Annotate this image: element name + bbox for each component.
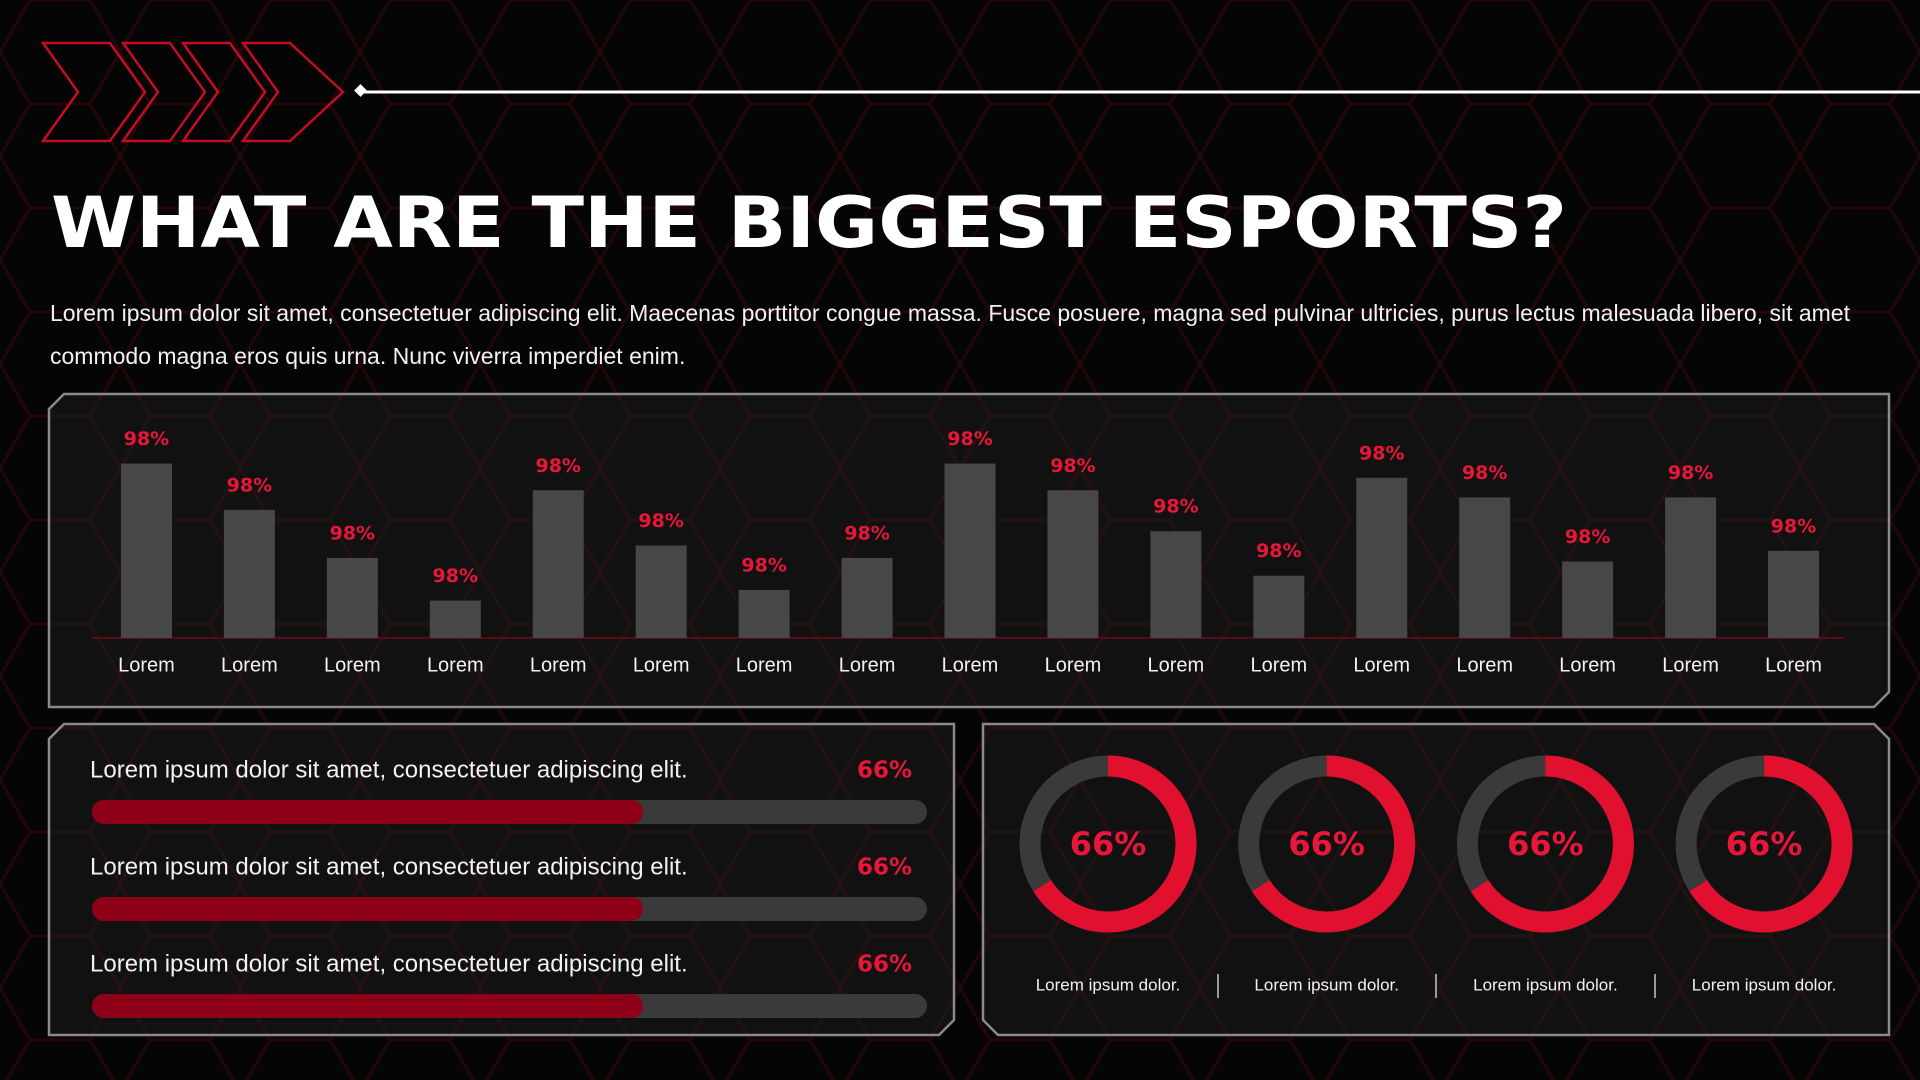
bar-value-label: 98% bbox=[741, 554, 786, 576]
bar bbox=[1768, 550, 1820, 638]
bar-value-label: 98% bbox=[1153, 496, 1198, 518]
bar-value-label: 98% bbox=[1462, 462, 1507, 484]
title: WHAT ARE THE BIGGEST ESPORTS? bbox=[51, 182, 1567, 264]
x-tick-label: Lorem bbox=[118, 654, 175, 676]
donut-value-label: 66% bbox=[1507, 825, 1584, 863]
donut-caption: Lorem ipsum dolor. bbox=[1254, 975, 1399, 994]
donut-arc bbox=[1689, 755, 1853, 933]
bar-value-label: 98% bbox=[1050, 455, 1095, 477]
paragraph: Lorem ipsum dolor sit amet, consectetuer… bbox=[50, 300, 1850, 369]
bar bbox=[223, 509, 275, 638]
donut-value-label: 66% bbox=[1070, 825, 1147, 863]
bar bbox=[944, 463, 996, 638]
bar bbox=[120, 463, 172, 638]
x-tick-label: Lorem bbox=[839, 654, 896, 676]
progress-label: Lorem ipsum dolor sit amet, consectetuer… bbox=[90, 756, 688, 783]
bar-value-label: 98% bbox=[1771, 515, 1816, 537]
bar bbox=[326, 557, 378, 638]
progress-value-label: 66% bbox=[857, 758, 912, 784]
bar-value-label: 98% bbox=[1359, 442, 1404, 464]
x-tick-label: Lorem bbox=[736, 654, 793, 676]
donut-arc bbox=[1470, 755, 1634, 933]
bar-value-label: 98% bbox=[1256, 540, 1301, 562]
bar-value-label: 98% bbox=[1565, 526, 1610, 548]
x-tick-label: Lorem bbox=[1456, 654, 1513, 676]
progress-value-label: 66% bbox=[857, 855, 912, 881]
bar bbox=[738, 589, 790, 638]
bar-value-label: 98% bbox=[1668, 462, 1713, 484]
x-tick-label: Lorem bbox=[1250, 654, 1307, 676]
donut-value-label: 66% bbox=[1726, 825, 1803, 863]
x-tick-label: Lorem bbox=[1765, 654, 1822, 676]
x-tick-label: Lorem bbox=[324, 654, 381, 676]
bar bbox=[1253, 575, 1305, 638]
x-tick-label: Lorem bbox=[1662, 654, 1719, 676]
progress-value-label: 66% bbox=[857, 952, 912, 978]
x-tick-label: Lorem bbox=[1353, 654, 1410, 676]
bar-value-label: 98% bbox=[844, 522, 889, 544]
donut-caption: Lorem ipsum dolor. bbox=[1473, 975, 1618, 994]
donut-separators bbox=[1217, 974, 1656, 998]
bar bbox=[841, 557, 893, 638]
x-tick-label: Lorem bbox=[1148, 654, 1205, 676]
donut-value-label: 66% bbox=[1288, 825, 1365, 863]
donut-panel bbox=[981, 722, 1891, 1037]
bar bbox=[532, 490, 584, 638]
bar bbox=[1459, 497, 1511, 638]
donut-caption: Lorem ipsum dolor. bbox=[1036, 975, 1181, 994]
progress-fill bbox=[92, 897, 644, 921]
bar-value-label: 98% bbox=[947, 428, 992, 450]
x-tick-label: Lorem bbox=[1045, 654, 1102, 676]
progress-fill bbox=[92, 994, 644, 1018]
rule-diamond bbox=[354, 84, 367, 97]
bar-value-label: 98% bbox=[330, 522, 375, 544]
x-tick-label: Lorem bbox=[1559, 654, 1616, 676]
x-tick-label: Lorem bbox=[221, 654, 278, 676]
bar bbox=[1047, 490, 1099, 638]
bar bbox=[1562, 561, 1614, 638]
progress-label: Lorem ipsum dolor sit amet, consectetuer… bbox=[90, 853, 688, 880]
progress-label: Lorem ipsum dolor sit amet, consectetuer… bbox=[90, 950, 688, 977]
bar-value-label: 98% bbox=[124, 428, 169, 450]
x-tick-label: Lorem bbox=[942, 654, 999, 676]
donut-arc bbox=[1033, 755, 1197, 933]
donut-caption: Lorem ipsum dolor. bbox=[1692, 975, 1837, 994]
donut-arc bbox=[1251, 755, 1416, 933]
bar bbox=[429, 600, 481, 638]
progress-fill bbox=[92, 800, 644, 824]
bar bbox=[1665, 497, 1717, 638]
bar bbox=[1356, 477, 1408, 638]
x-tick-label: Lorem bbox=[633, 654, 690, 676]
bar-value-label: 98% bbox=[227, 474, 272, 496]
x-tick-label: Lorem bbox=[427, 654, 484, 676]
x-tick-label: Lorem bbox=[530, 654, 587, 676]
bar-value-label: 98% bbox=[433, 565, 478, 587]
bar bbox=[1150, 531, 1202, 638]
chevrons bbox=[40, 41, 345, 143]
bar-value-label: 98% bbox=[638, 510, 683, 532]
bar bbox=[635, 545, 687, 638]
bar-value-label: 98% bbox=[535, 455, 580, 477]
